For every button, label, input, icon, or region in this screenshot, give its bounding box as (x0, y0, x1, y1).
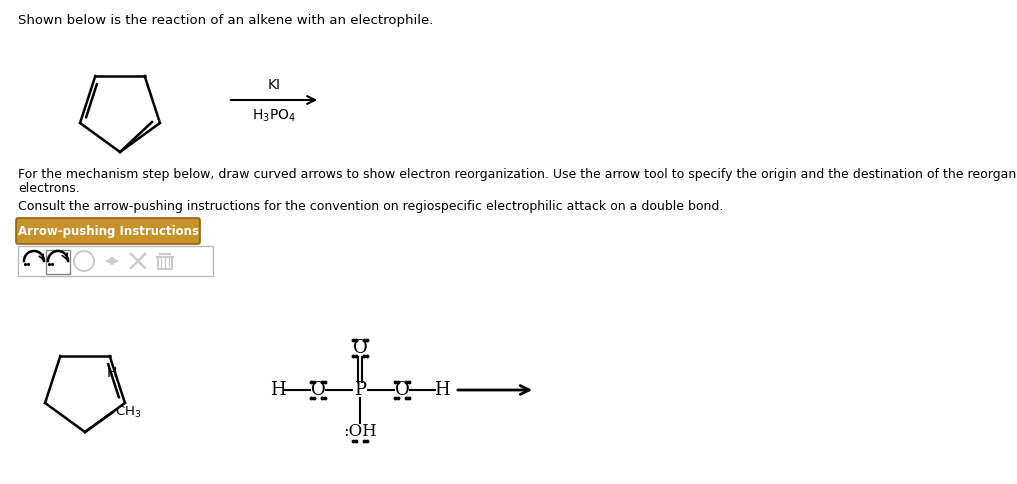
FancyBboxPatch shape (16, 218, 200, 244)
Text: H: H (271, 381, 286, 399)
Text: CH$_3$: CH$_3$ (115, 405, 141, 420)
Text: H$_3$PO$_4$: H$_3$PO$_4$ (252, 108, 296, 124)
Text: O: O (395, 381, 410, 399)
Text: H: H (107, 366, 117, 380)
Text: O: O (310, 381, 325, 399)
Text: :OH: :OH (343, 424, 377, 440)
Bar (18, 246, 213, 276)
Text: H: H (434, 381, 450, 399)
Bar (158, 257, 172, 269)
Text: Shown below is the reaction of an alkene with an electrophile.: Shown below is the reaction of an alkene… (18, 14, 433, 27)
Text: Consult the arrow-pushing instructions for the convention on regiospecific elect: Consult the arrow-pushing instructions f… (18, 200, 723, 213)
Text: For the mechanism step below, draw curved arrows to show electron reorganization: For the mechanism step below, draw curve… (18, 168, 1017, 181)
Text: KI: KI (267, 78, 281, 92)
Text: P: P (354, 381, 366, 399)
Text: electrons.: electrons. (18, 182, 79, 195)
Text: O: O (353, 339, 367, 357)
Text: Arrow-pushing Instructions: Arrow-pushing Instructions (17, 225, 198, 238)
Bar (46, 250, 70, 274)
